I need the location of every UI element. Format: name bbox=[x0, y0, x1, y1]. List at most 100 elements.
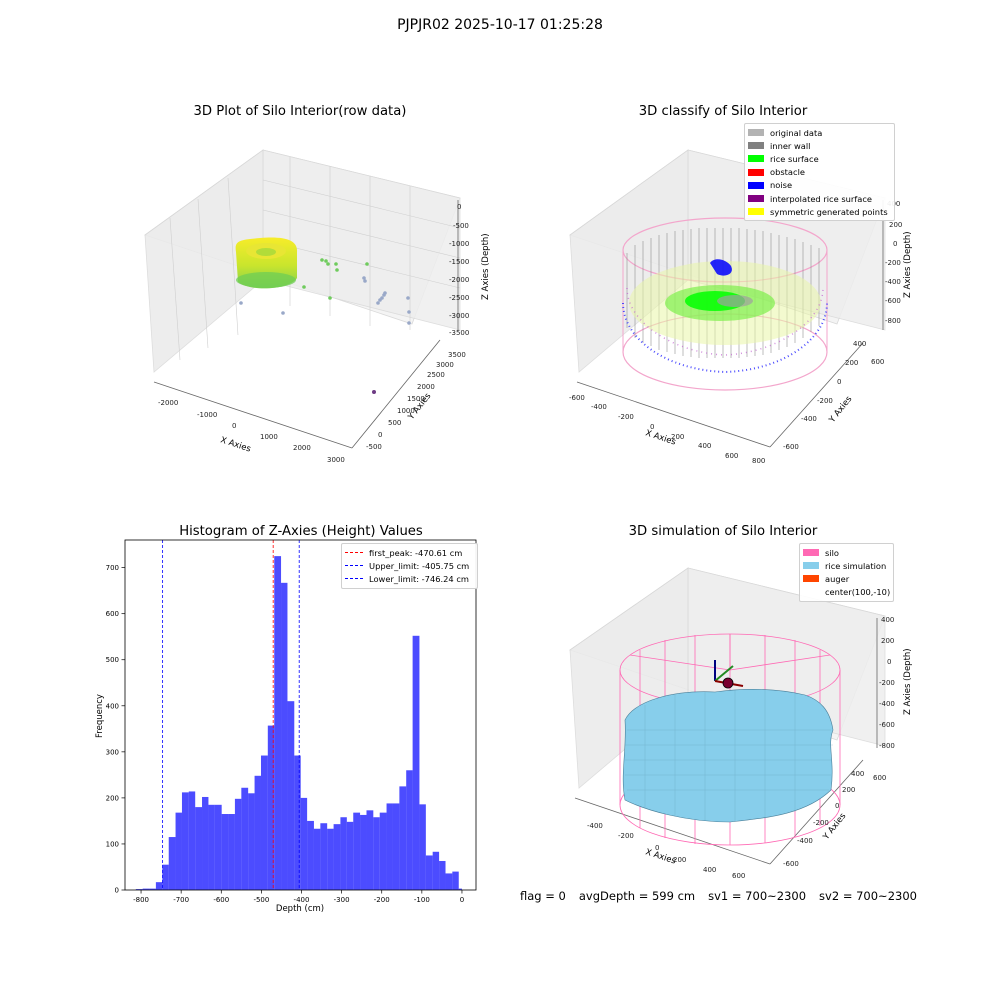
classify-y-tick: 200 bbox=[845, 359, 858, 367]
histogram-bar bbox=[458, 888, 462, 890]
histogram-bar bbox=[248, 793, 255, 890]
classify-x-tick: -600 bbox=[569, 394, 585, 402]
simulation-plot-title: 3D simulation of Silo Interior bbox=[628, 524, 818, 539]
histogram-bar bbox=[294, 755, 301, 890]
histogram-bar bbox=[425, 855, 433, 890]
histogram-bar bbox=[313, 828, 321, 890]
x-tick-label: -500 bbox=[253, 896, 269, 904]
legend-swatch bbox=[748, 195, 764, 203]
legend-label: Upper_limit: -405.75 cm bbox=[369, 560, 470, 571]
raw-x-tick: 0 bbox=[232, 422, 236, 430]
raw-point-cloud bbox=[235, 237, 411, 394]
simulation-legend: silo rice simulation auger center(100,-1… bbox=[799, 543, 894, 602]
legend-label: interpolated rice surface bbox=[770, 193, 873, 204]
histogram-bar bbox=[366, 810, 374, 890]
histogram-x-axis-label: Depth (cm) bbox=[276, 904, 324, 914]
raw-z-tick-labels: 0 -500 -1000 -1500 -2000 -2500 -3000 -35… bbox=[449, 203, 469, 337]
raw-x-tick: 1000 bbox=[260, 433, 278, 441]
legend-swatch bbox=[803, 549, 819, 557]
histogram-frame bbox=[124, 539, 477, 891]
sv2-value: sv2 = 700~2300 bbox=[819, 889, 917, 903]
histogram-bar bbox=[281, 582, 288, 890]
simulation-x-tick: 200 bbox=[673, 856, 686, 864]
legend-item: symmetric generated points bbox=[748, 205, 890, 218]
raw-y-tick: -500 bbox=[366, 443, 382, 451]
classify-x-tick: 200 bbox=[671, 433, 684, 441]
simulation-z-tick: -400 bbox=[879, 700, 895, 708]
legend-swatch bbox=[748, 208, 764, 216]
simulation-x-tick: 600 bbox=[732, 872, 745, 880]
classify-legend: original data inner wall rice surface ob… bbox=[744, 123, 895, 222]
histogram-bar bbox=[300, 797, 308, 890]
simulation-y-tick: 400 bbox=[851, 770, 864, 778]
raw-y-tick: 1500 bbox=[407, 395, 425, 403]
classify-y-tick: -400 bbox=[801, 415, 817, 423]
histogram-bar bbox=[175, 812, 182, 890]
sv1-value: sv1 = 700~2300 bbox=[708, 889, 807, 903]
raw-z-tick: -1500 bbox=[449, 258, 469, 266]
raw-z-tick: -3000 bbox=[449, 312, 469, 320]
histogram-bar bbox=[392, 803, 400, 890]
simulation-x-tick-labels: -400 -200 0 200 400 600 bbox=[587, 822, 745, 880]
histogram-bar bbox=[228, 814, 235, 890]
raw-y-tick: 2000 bbox=[417, 383, 435, 391]
simulation-x-tick: 0 bbox=[655, 844, 659, 852]
x-tick-label: -400 bbox=[294, 896, 310, 904]
legend-label: Lower_limit: -746.24 cm bbox=[369, 573, 469, 584]
legend-swatch bbox=[803, 589, 819, 596]
histogram-bar bbox=[432, 851, 440, 890]
simulation-axis-lines bbox=[574, 618, 878, 865]
legend-item: rice simulation bbox=[803, 559, 889, 572]
simulation-z-tick: -800 bbox=[879, 742, 895, 750]
avg-depth-value: avgDepth = 599 cm bbox=[578, 889, 696, 903]
classify-y-tick: 0 bbox=[837, 378, 841, 386]
legend-swatch bbox=[748, 142, 764, 150]
legend-label: inner wall bbox=[770, 140, 811, 151]
raw-grid bbox=[169, 157, 461, 361]
simulation-x-tick: 400 bbox=[703, 866, 716, 874]
raw-z-tick: -1000 bbox=[449, 240, 469, 248]
histogram-bar bbox=[439, 860, 446, 890]
raw-z-tick: 0 bbox=[457, 203, 461, 211]
flag-value: flag = 0 bbox=[520, 889, 566, 903]
x-tick-label: 0 bbox=[460, 896, 464, 904]
y-tick-label: 300 bbox=[106, 748, 119, 756]
histogram-bars bbox=[135, 556, 462, 890]
histogram-bar bbox=[333, 824, 341, 890]
legend-swatch bbox=[748, 168, 764, 176]
legend-item: Lower_limit: -746.24 cm bbox=[345, 572, 473, 585]
classify-x-tick: -200 bbox=[618, 413, 634, 421]
classify-y-tick: 600 bbox=[871, 358, 884, 366]
raw-x-tick-labels: -2000 -1000 0 1000 2000 3000 bbox=[158, 399, 345, 464]
raw-y-tick: 2500 bbox=[427, 371, 445, 379]
histogram-bar bbox=[406, 770, 413, 890]
legend-label: first_peak: -470.61 cm bbox=[369, 547, 463, 558]
raw-x-tick: 2000 bbox=[293, 444, 311, 452]
classify-y-tick: 400 bbox=[853, 340, 866, 348]
histogram-bar bbox=[142, 888, 150, 890]
simulation-y-tick: -600 bbox=[783, 860, 799, 868]
legend-item: Upper_limit: -405.75 cm bbox=[345, 559, 473, 572]
raw-z-tick: -2000 bbox=[449, 276, 469, 284]
y-tick-label: 0 bbox=[115, 887, 119, 895]
simulation-z-tick: -600 bbox=[879, 721, 895, 729]
histogram-bar bbox=[346, 821, 354, 890]
histogram-bar bbox=[162, 864, 169, 890]
figure-title: PJPJR02 2025-10-17 01:25:28 bbox=[397, 17, 603, 33]
raw-z-tick: -500 bbox=[453, 222, 469, 230]
legend-item: inner wall bbox=[748, 139, 890, 152]
legend-label: symmetric generated points bbox=[770, 206, 888, 217]
classify-y-tick: -200 bbox=[817, 397, 833, 405]
raw-x-tick: -2000 bbox=[158, 399, 178, 407]
simulation-z-tick: 200 bbox=[881, 637, 894, 645]
status-line: flag = 0 avgDepth = 599 cm sv1 = 700~2300 s… bbox=[520, 889, 930, 903]
raw-data-3d-plot: -2000 -1000 0 1000 2000 3000 X Axies -50… bbox=[144, 149, 491, 464]
legend-label: silo bbox=[825, 547, 840, 558]
histogram-bar bbox=[274, 556, 282, 890]
raw-y-tick: 500 bbox=[388, 419, 401, 427]
legend-label: noise bbox=[770, 180, 793, 191]
classify-x-tick: -400 bbox=[591, 403, 607, 411]
classify-x-tick: 0 bbox=[650, 423, 654, 431]
raw-axes-panes bbox=[144, 149, 461, 373]
